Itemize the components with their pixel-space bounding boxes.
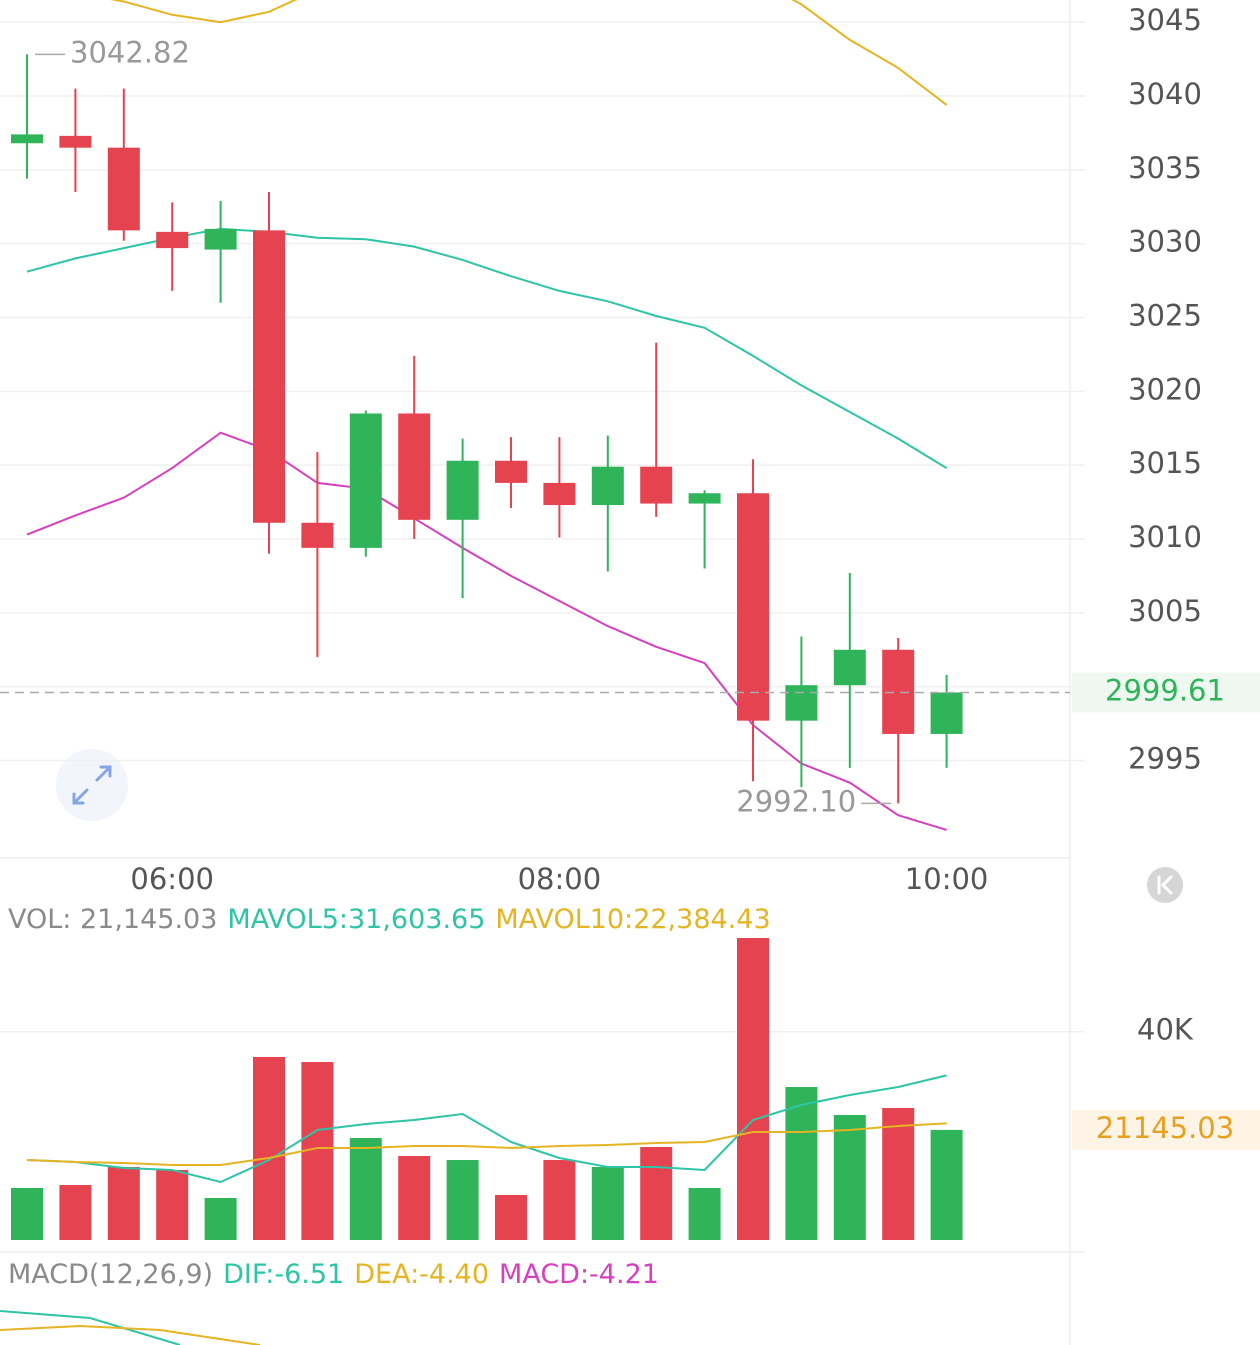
- y-tick-label: 3045: [1128, 3, 1202, 37]
- volume-bar: [204, 1197, 237, 1240]
- volume-bar: [11, 1187, 43, 1240]
- volume-bar: [59, 1185, 92, 1240]
- annotation-label: 3042.82: [70, 35, 190, 69]
- candle-body: [59, 135, 92, 148]
- candle-body: [349, 413, 382, 548]
- volume-bar: [253, 1056, 285, 1240]
- last-price-bg: [1072, 672, 1260, 713]
- y-tick-label: 3005: [1128, 594, 1202, 628]
- y-tick-label: 3030: [1128, 225, 1202, 259]
- volume-bar: [688, 1187, 721, 1240]
- y-tick-label: 3025: [1128, 299, 1202, 333]
- k-button-icon[interactable]: [1157, 875, 1173, 895]
- candle-body: [301, 522, 334, 548]
- candle-body: [253, 230, 285, 523]
- candle-body: [11, 134, 43, 144]
- y-tick-label: 3040: [1128, 77, 1202, 111]
- macd-dif-line: [0, 1310, 181, 1345]
- candle-body: [930, 692, 963, 734]
- mavol-line: [26, 1122, 947, 1166]
- expand-icon[interactable]: [72, 765, 112, 805]
- candle-body: [688, 493, 721, 504]
- volume-bar: [737, 938, 769, 1240]
- mavol-line: [26, 1074, 947, 1184]
- candle-body: [833, 649, 866, 686]
- volume-bar: [640, 1147, 673, 1240]
- labels: 2995300030053010301530203025303030353040…: [0, 3, 1260, 1150]
- last-volume-bg: [1072, 1109, 1260, 1150]
- candle-body: [156, 231, 189, 249]
- volume-bar: [833, 1114, 866, 1240]
- candle-body: [640, 466, 673, 504]
- indicator-line: [110, 0, 948, 106]
- y-tick-label: 3035: [1128, 151, 1202, 185]
- y-tick-label: 40K: [1137, 1013, 1194, 1047]
- candle-body: [398, 413, 431, 520]
- macd-dea-line: [0, 1324, 261, 1345]
- last-volume-label: 21145.03: [1096, 1111, 1234, 1145]
- candle-body: [543, 482, 576, 506]
- candle-body: [495, 460, 527, 483]
- annotation-label: 2992.10: [736, 784, 856, 818]
- volume-bar: [591, 1166, 624, 1240]
- volume-bar: [495, 1195, 527, 1240]
- volume-bar: [785, 1087, 818, 1240]
- candle-body: [785, 685, 818, 721]
- candle-body: [446, 460, 479, 520]
- candle-body: [204, 228, 237, 250]
- volume-bar: [398, 1156, 431, 1240]
- candle-body: [737, 493, 769, 721]
- macd-lines: [0, 1310, 261, 1345]
- y-tick-label: 3010: [1128, 520, 1202, 554]
- volume-bar: [156, 1170, 189, 1240]
- expand-button[interactable]: [56, 749, 128, 821]
- candle-body: [107, 147, 140, 231]
- macd-title: MACD(12,26,9): [8, 1259, 213, 1290]
- legend-entry: MAVOL10:22,384.43: [495, 904, 770, 935]
- volume-bar: [543, 1160, 576, 1240]
- volume-bar: [930, 1129, 963, 1240]
- volume-bar: [882, 1108, 915, 1240]
- y-tick-label: 2995: [1128, 742, 1202, 776]
- y-tick-label: 3015: [1128, 446, 1202, 480]
- legend-entry: DEA:-4.40: [354, 1259, 489, 1290]
- legend-entry: MACD:-4.21: [499, 1259, 659, 1290]
- x-tick-label: 06:00: [130, 862, 214, 896]
- k-button[interactable]: [1147, 867, 1183, 903]
- macd-legend: MACD(12,26,9) DIF:-6.51 DEA:-4.40 MACD:-4.2…: [8, 1259, 659, 1290]
- volume-bar: [107, 1166, 140, 1240]
- volume-bar: [446, 1160, 479, 1240]
- indicator-line: [26, 431, 947, 831]
- price-plot: [0, 0, 1070, 831]
- volume-bar: [349, 1137, 382, 1240]
- legend-entry: DIF:-6.51: [223, 1259, 344, 1290]
- candle-body: [591, 466, 624, 506]
- y-tick-label: 3020: [1128, 372, 1202, 406]
- x-tick-label: 10:00: [905, 862, 989, 896]
- volume-plot: [0, 938, 1070, 1240]
- last-price-label: 2999.61: [1105, 673, 1225, 707]
- legend-entry: MAVOL5:31,603.65: [227, 904, 485, 935]
- x-tick-label: 08:00: [518, 862, 602, 896]
- volume-legend: VOL: 21,145.03 MAVOL5:31,603.65 MAVOL10:22…: [8, 904, 771, 935]
- legend-entry: VOL: 21,145.03: [8, 904, 217, 935]
